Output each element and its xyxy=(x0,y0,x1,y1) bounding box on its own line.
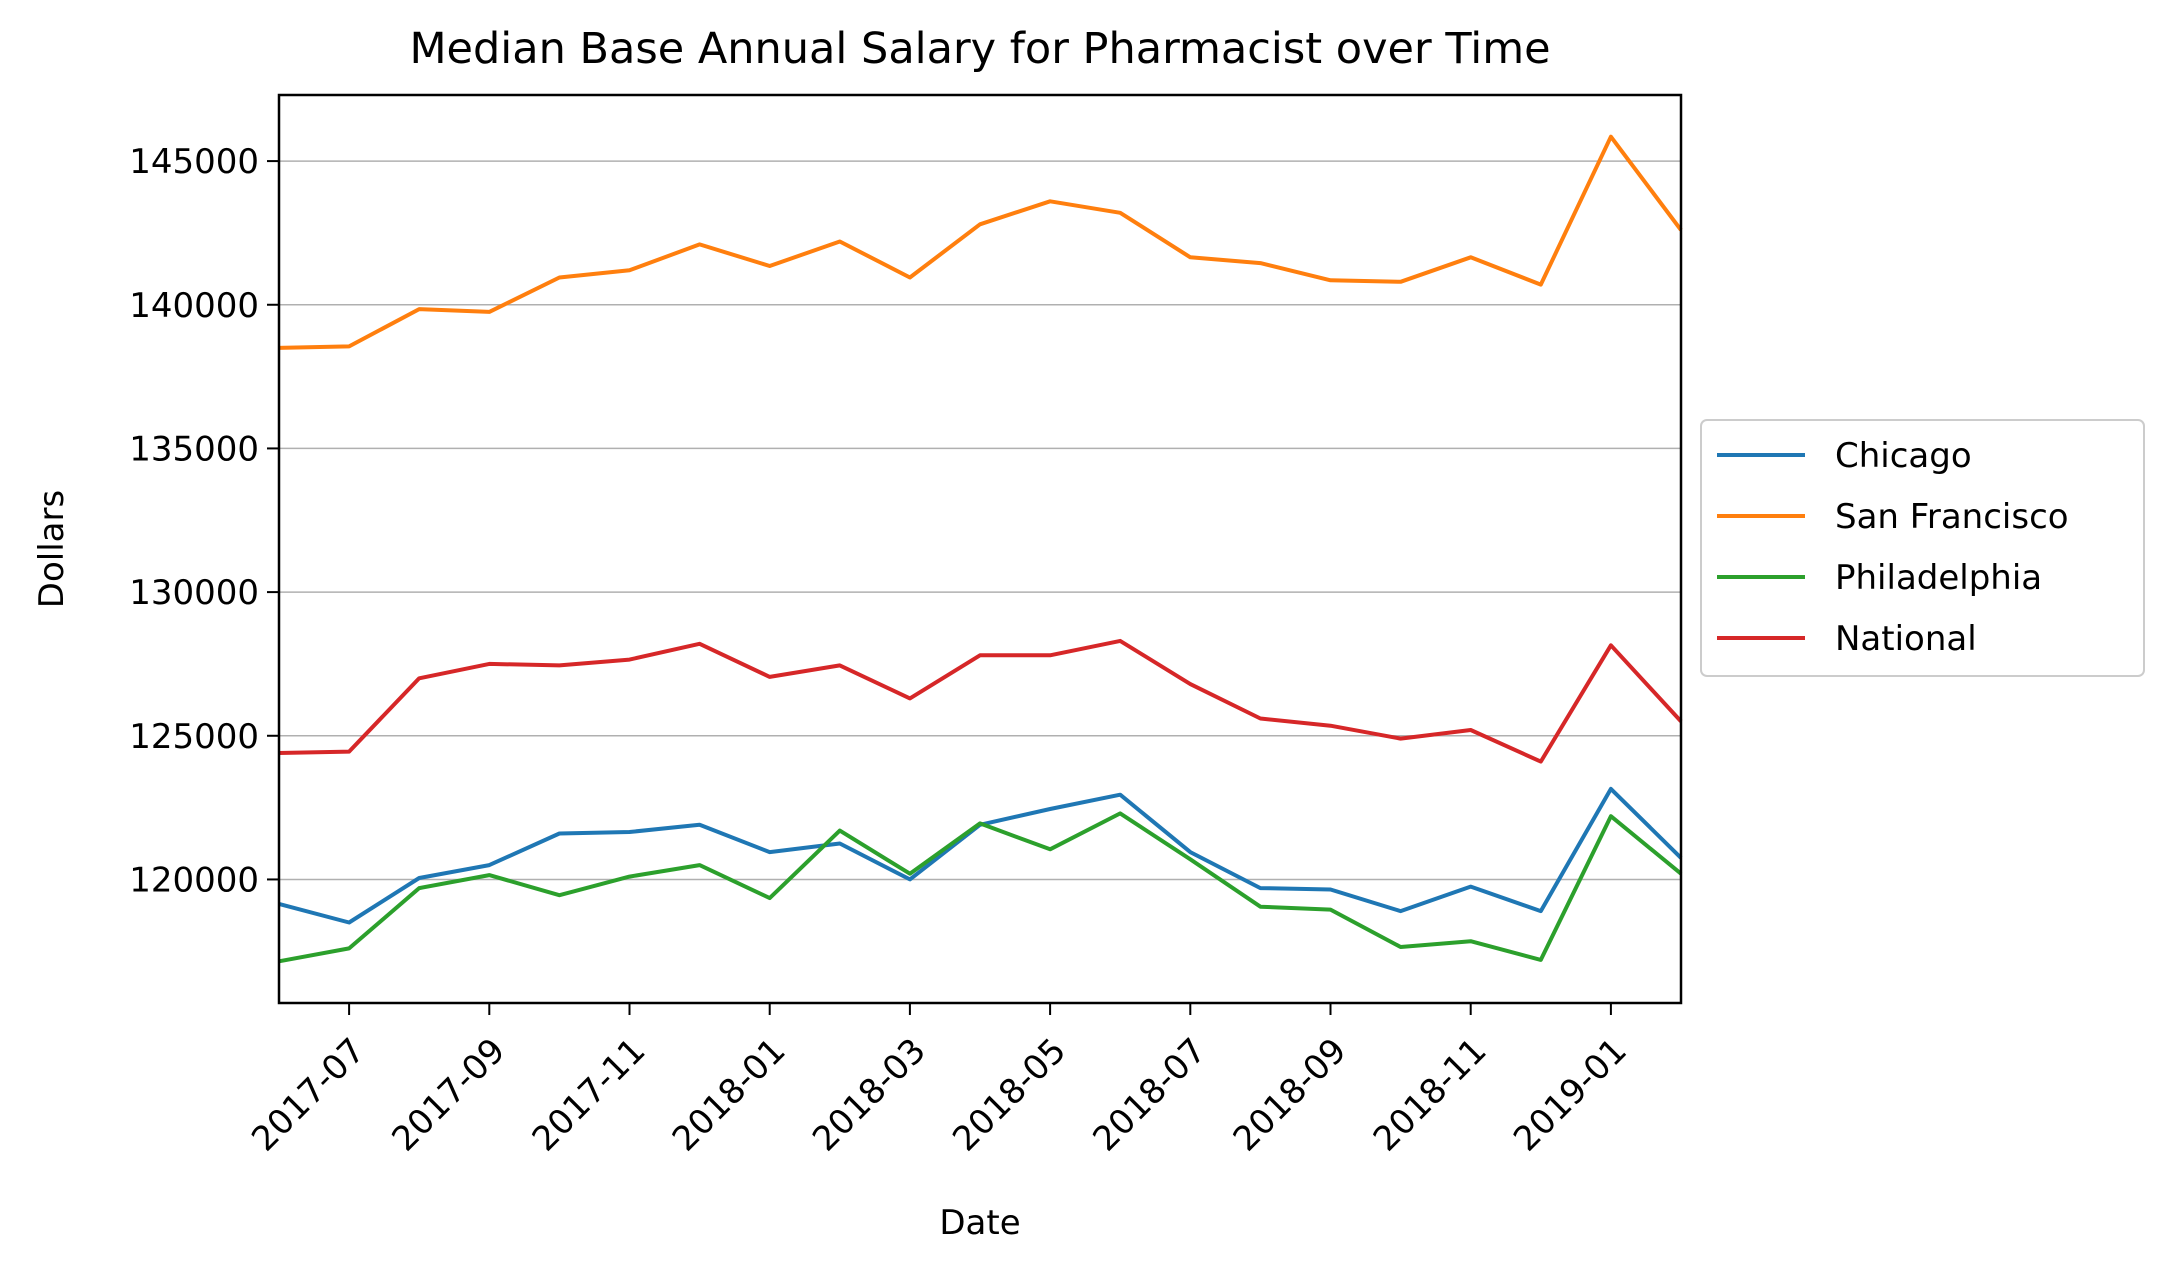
y-tick-label: 140000 xyxy=(129,286,259,326)
y-gridlines xyxy=(279,160,1681,881)
legend-label-san-francisco: San Francisco xyxy=(1835,497,2069,537)
chart-title: Median Base Annual Salary for Pharmacist… xyxy=(409,24,1550,74)
series-line-philadelphia xyxy=(278,811,1683,964)
y-tick-label: 120000 xyxy=(129,860,259,900)
y-tick-label: 145000 xyxy=(129,142,259,182)
x-axis-label: Date xyxy=(939,1203,1020,1243)
legend: Chicago San Francisco Philadelphia National xyxy=(1700,419,2145,677)
y-tick-label: 130000 xyxy=(129,573,259,613)
legend-label-chicago: Chicago xyxy=(1835,436,1972,476)
series-line-national xyxy=(278,638,1683,764)
series-line-san-francisco xyxy=(278,134,1683,350)
y-axis-label: Dollars xyxy=(32,490,72,608)
y-tick-label: 135000 xyxy=(129,429,259,469)
legend-label-national: National xyxy=(1835,619,1977,659)
series-lines xyxy=(278,134,1683,964)
plot-frame xyxy=(277,93,1683,1005)
y-axis: 120000 125000 130000 135000 140000 145000 xyxy=(129,142,279,900)
legend-box xyxy=(1700,419,2145,677)
legend-label-philadelphia: Philadelphia xyxy=(1835,558,2042,598)
y-tick-label: 125000 xyxy=(129,717,259,757)
